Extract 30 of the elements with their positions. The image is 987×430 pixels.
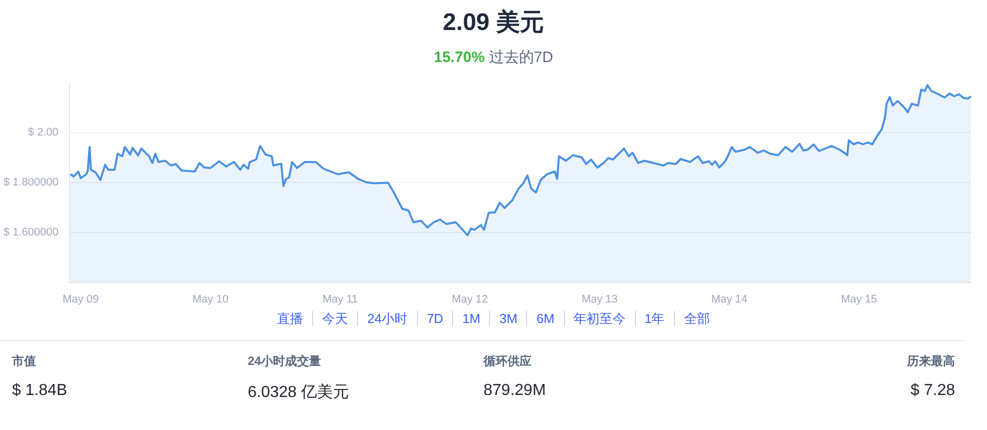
text: 年初至今 xyxy=(564,311,635,326)
text: 3M xyxy=(489,311,526,326)
text: 直播 xyxy=(276,311,304,326)
chart-title: 2.09 美元 xyxy=(442,8,546,38)
text: 24小时 xyxy=(357,311,417,326)
x-tick-label: May 09 xyxy=(62,294,99,306)
text: 6.0328 亿美元 xyxy=(248,382,350,403)
text: $ 1.84B xyxy=(12,382,68,400)
text: 7D xyxy=(416,311,452,326)
y-tick-label: $ 2.00 xyxy=(28,126,59,138)
y-tick-label: $ 1.600000 xyxy=(3,226,59,238)
text: 市值 xyxy=(12,353,37,370)
x-tick-label: May 12 xyxy=(452,294,488,306)
text: 1M xyxy=(452,311,490,326)
x-tick-label: May 10 xyxy=(192,294,228,306)
x-tick-label: May 14 xyxy=(711,294,748,306)
text: 1年 xyxy=(634,311,674,326)
text: $ 7.28 xyxy=(910,382,955,400)
text: 今天 xyxy=(312,311,358,326)
x-tick-label: May 11 xyxy=(322,294,358,306)
x-tick-label: May 15 xyxy=(841,294,878,306)
text: 879.29M xyxy=(484,382,547,400)
text: 24小时成交量 xyxy=(248,353,322,370)
x-tick-label: May 13 xyxy=(582,294,618,306)
text: 6M xyxy=(526,311,564,326)
chart-subtitle: 15.70% 过去的7D xyxy=(434,49,554,66)
y-tick-label: $ 1.800000 xyxy=(3,176,59,188)
text: 历来最高 xyxy=(906,353,955,370)
text: 全部 xyxy=(674,311,719,326)
text: 循环供应 xyxy=(484,353,532,370)
